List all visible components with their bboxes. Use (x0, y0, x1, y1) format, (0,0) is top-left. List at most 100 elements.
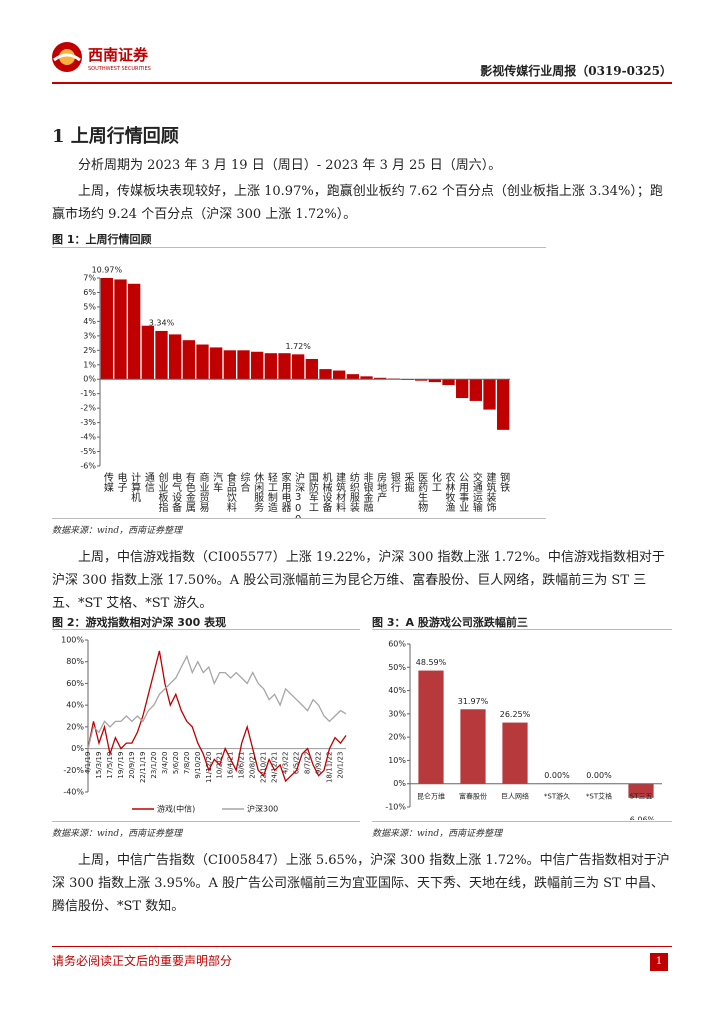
x-tick-label: 电子 (115, 471, 127, 492)
x-tick-label: 20/1/23 (337, 752, 345, 779)
x-tick-label: 建筑装饰 (484, 471, 496, 513)
y-tick-label: 100% (61, 636, 84, 645)
disclaimer: 请务必阅读正文后的重要声明部分 (52, 954, 233, 968)
source: 数据来源：wind，西南证券整理 (372, 829, 503, 839)
y-tick-label: 30% (388, 709, 406, 718)
footer-rule (52, 946, 672, 947)
y-tick-label: 6% (83, 288, 96, 297)
bar (155, 330, 168, 380)
chart: -40%-20%0%20%40%60%80%100%4/1/19 15/3/19 1… (61, 636, 347, 814)
x-tick-label: 轻工制造 (265, 471, 277, 512)
line-series (87, 654, 347, 749)
y-tick-label: 5% (83, 302, 96, 311)
rule (52, 247, 546, 248)
bar (360, 376, 373, 380)
x-tick-label: 6/5/22 (293, 752, 301, 775)
x-tick-label: 商业贸易 (197, 471, 209, 513)
x-tick-label: 有色金属 (183, 471, 195, 513)
x-tick-label: 沪深300 (293, 471, 305, 518)
bar (442, 379, 455, 386)
bar (374, 377, 387, 380)
x-tick-label: 3/4/20 (161, 752, 169, 775)
section-heading: 1 上周行情回顾 (52, 126, 179, 147)
x-tick-label: 交通运输 (470, 471, 482, 513)
bar (346, 374, 359, 380)
y-tick-label: 0% (71, 744, 84, 753)
x-tick-label: 医药生物 (416, 472, 428, 513)
y-tick-label: 1% (83, 360, 96, 369)
x-tick-label: 传媒 (101, 472, 113, 493)
bar (169, 334, 182, 380)
y-tick-label: 20% (66, 722, 84, 731)
x-tick-label: 22/10/21 (260, 752, 268, 783)
x-tick-label: 化工 (429, 471, 441, 492)
data-label: 48.59% (416, 658, 447, 667)
x-tick-label: 18/11/22 (326, 752, 334, 783)
y-tick-label: 50% (388, 663, 406, 672)
x-tick-label: 房地产 (375, 471, 387, 503)
x-tick-label: 银行 (388, 471, 400, 493)
x-tick-label: 富春股份 (459, 792, 487, 801)
x-tick-label: 17/5/19 (106, 752, 114, 779)
bar (460, 709, 486, 784)
data-label: 3.34% (149, 318, 175, 327)
x-tick-label: 综合 (238, 471, 250, 493)
x-tick-label: 钢铁 (498, 471, 510, 493)
rule (52, 629, 360, 630)
bar (628, 783, 654, 798)
x-tick-label: 11/12/20 (205, 752, 213, 783)
rule (372, 821, 672, 822)
y-tick-label: 2% (83, 346, 96, 355)
paragraph: 上周，中信广告指数（CI005847）上涨 5.65%，沪深 300 指数上涨 … (52, 853, 670, 914)
rule (52, 518, 546, 519)
y-tick-label: 3% (83, 331, 96, 340)
y-tick-label: -40% (63, 788, 84, 797)
paragraph: 分析周期为 2023 年 3 月 19 日（周日）- 2023 年 3 月 25… (78, 158, 502, 173)
brand: 西南证券 (88, 46, 149, 64)
y-tick-label: -1% (80, 389, 96, 398)
data-label: 31.97% (458, 697, 489, 706)
bar (264, 353, 277, 380)
data-label: 0.00% (544, 771, 570, 780)
x-tick-label: 9/10/20 (194, 752, 202, 779)
y-tick-label: 20% (388, 733, 406, 742)
x-tick-label: 22/11/19 (139, 752, 147, 783)
y-tick-label: 40% (66, 701, 84, 710)
x-tick-label: 机械设备 (320, 471, 332, 513)
x-tick-label: 昆仑万维 (417, 792, 445, 801)
bar (251, 351, 264, 380)
bar (469, 379, 482, 401)
bar (428, 379, 441, 383)
data-label: -6.06% (627, 815, 656, 820)
legend-label: 游戏(中信) (157, 804, 195, 814)
x-tick-label: 16/4/21 (227, 752, 235, 779)
rule (372, 629, 672, 630)
bar (502, 722, 528, 784)
figure-caption: 图 1：上周行情回顾 (52, 233, 152, 246)
x-tick-label: 19/7/19 (117, 752, 125, 779)
x-tick-label: 纺织服装 (347, 471, 359, 513)
y-tick-label: -4% (80, 433, 96, 442)
brand-en: SOUTHWEST SECURITIES (88, 66, 151, 72)
bar (210, 347, 223, 380)
x-tick-label: 家用电器 (279, 471, 291, 513)
x-tick-label: 电气设备 (170, 471, 182, 513)
x-tick-label: 公用事业 (457, 472, 469, 512)
bar (128, 283, 141, 380)
x-tick-label: 9/9/22 (315, 752, 323, 775)
bar (319, 369, 332, 380)
y-tick-label: 0% (393, 779, 406, 788)
bar (237, 350, 250, 380)
x-tick-label: 8/7/22 (304, 752, 312, 775)
data-label: 0.00% (586, 771, 612, 780)
bar (418, 670, 444, 784)
header-rule (52, 82, 672, 84)
logo (52, 42, 82, 72)
data-label: 1.72% (285, 342, 311, 351)
data-label: 26.25% (500, 710, 531, 719)
y-tick-label: 7% (83, 274, 96, 283)
bar (483, 379, 496, 410)
x-tick-label: 建筑材料 (334, 471, 346, 513)
y-tick-label: -10% (385, 803, 406, 812)
y-tick-label: -6% (80, 462, 96, 471)
